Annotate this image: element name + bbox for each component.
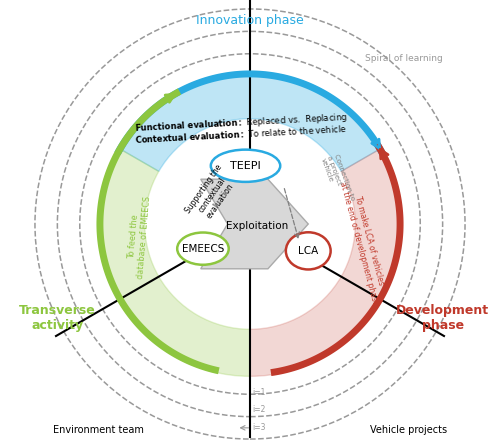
Text: Transverse
activity: Transverse activity (19, 304, 96, 332)
Ellipse shape (286, 232, 331, 269)
Text: i=1: i=1 (252, 388, 266, 396)
Ellipse shape (211, 150, 280, 182)
Text: To make LCA of vehicles
at the end of development phase: To make LCA of vehicles at the end of de… (338, 178, 390, 306)
Text: Vehicle projects: Vehicle projects (370, 425, 447, 435)
Wedge shape (98, 148, 250, 376)
Text: $\bf{Functional\ evaluation:}$ Replaced vs.  Replacing: $\bf{Functional\ evaluation:}$ Replaced … (134, 111, 348, 135)
Text: Development
phase: Development phase (396, 304, 489, 332)
Text: Connection to
a project
vehicle: Connection to a project vehicle (320, 153, 355, 206)
Text: To feed the
database of EMEECS: To feed the database of EMEECS (126, 195, 152, 280)
Text: $\it{\bf{Contextual\ evaluation:}}$ To relate to the vehicle: $\it{\bf{Contextual\ evaluation:}}$ To r… (135, 123, 348, 146)
Text: Environment team: Environment team (53, 425, 144, 435)
Text: Spiral of learning: Spiral of learning (365, 54, 442, 63)
Text: Innovation phase: Innovation phase (196, 13, 304, 27)
Wedge shape (118, 72, 382, 172)
Text: Exploitation: Exploitation (226, 221, 288, 231)
Text: i=2: i=2 (252, 405, 266, 414)
Text: EMEECS: EMEECS (182, 244, 224, 254)
Text: Supporting the
contextual
evaluation: Supporting the contextual evaluation (184, 163, 240, 227)
Polygon shape (200, 179, 308, 269)
Text: i=3: i=3 (252, 423, 266, 432)
Text: TEEPI: TEEPI (230, 161, 261, 171)
Text: LCA: LCA (298, 246, 318, 256)
Wedge shape (250, 148, 402, 376)
Ellipse shape (177, 233, 229, 265)
